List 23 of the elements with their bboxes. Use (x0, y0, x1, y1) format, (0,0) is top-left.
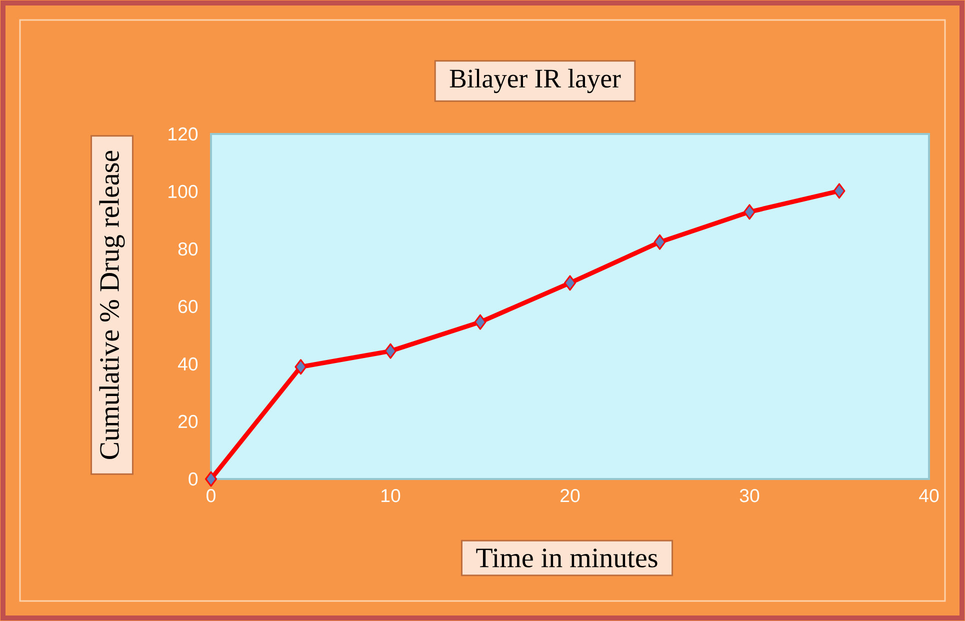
y-tick-label: 120 (168, 127, 198, 141)
x-tick-label: 20 (560, 489, 580, 502)
y-tick-label: 80 (178, 242, 198, 256)
y-tick-label: 0 (188, 472, 198, 486)
x-tick-label: 30 (740, 489, 760, 502)
point (654, 234, 666, 250)
x-tick-label: 0 (206, 489, 216, 502)
point (384, 343, 397, 359)
y-tick-label: 100 (168, 184, 198, 198)
point (564, 275, 576, 291)
point (833, 183, 846, 199)
x-tick-label: 10 (382, 489, 400, 502)
y-tick-label: 40 (178, 357, 198, 371)
point (744, 204, 756, 220)
point (474, 314, 486, 330)
point (294, 359, 307, 375)
point (205, 471, 218, 487)
x-tick-label: 40 (919, 489, 939, 502)
y-axis-title: Cumulative % Drug release (99, 150, 125, 459)
y-tick-label: 20 (178, 414, 198, 428)
y-tick-label: 60 (178, 300, 198, 314)
x-axis-title: Time in minutes (476, 548, 658, 568)
chart-title: Bilayer IR layer (450, 68, 621, 94)
